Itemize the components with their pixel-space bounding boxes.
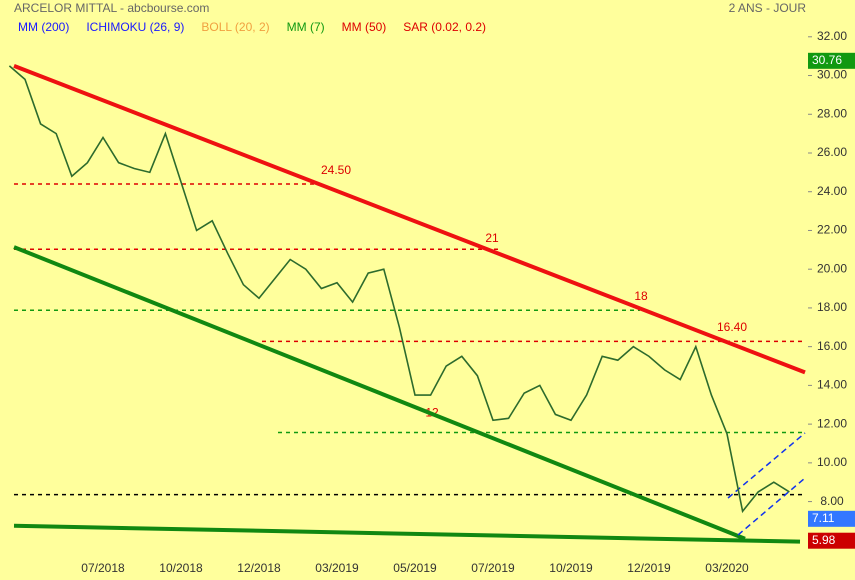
y-tick-label: 26.00: [817, 145, 847, 159]
x-tick-label: 03/2019: [315, 561, 359, 575]
price-marker: [808, 52, 855, 69]
level-label: 24.50: [321, 163, 351, 177]
price-marker: [808, 510, 855, 527]
price-marker-label: 7.11: [812, 511, 835, 525]
y-tick-label: 22.00: [817, 223, 847, 237]
y-tick-label: 12.00: [817, 416, 847, 430]
legend-item: SAR (0.02, 0.2): [403, 20, 486, 34]
x-tick-label: 05/2019: [393, 561, 437, 575]
price-marker-label: 30.76: [812, 53, 842, 67]
y-tick-label: 8.00: [820, 494, 844, 508]
price-line: [8, 65, 790, 514]
y-tick-label: 14.00: [817, 378, 847, 392]
y-tick-label: 16.00: [817, 339, 847, 353]
channel-line: [737, 477, 806, 536]
legend-item: MM (50): [342, 20, 387, 34]
y-tick-label: 32.00: [817, 29, 847, 43]
x-tick-label: 12/2018: [237, 561, 281, 575]
y-tick-label: 24.00: [817, 184, 847, 198]
y-tick-label: 20.00: [817, 261, 847, 275]
level-label: 21: [485, 231, 499, 245]
price-marker-label: 5.98: [812, 533, 836, 547]
trend-line: [13, 523, 801, 544]
y-tick-label: 28.00: [817, 106, 847, 120]
y-tick-label: 30.00: [817, 68, 847, 82]
x-tick-label: 10/2018: [159, 561, 203, 575]
price-marker: [808, 532, 855, 549]
y-tick-label: 18.00: [817, 300, 847, 314]
legend-item: MM (7): [287, 20, 325, 34]
y-tick-label: 10.00: [817, 455, 847, 469]
x-tick-label: 03/2020: [705, 561, 749, 575]
level-label: 18: [634, 289, 648, 303]
chart-title: ARCELOR MITTAL - abcbourse.com: [14, 1, 209, 15]
period-label: 2 ANS - JOUR: [729, 1, 807, 15]
legend-item: BOLL (20, 2): [201, 20, 269, 34]
x-tick-label: 07/2018: [81, 561, 125, 575]
channel-line: [727, 432, 806, 499]
x-tick-label: 12/2019: [627, 561, 671, 575]
level-label: 16.40: [717, 320, 747, 334]
legend-item: MM (200): [18, 20, 69, 34]
trend-line: [13, 245, 746, 541]
trend-line: [13, 63, 806, 375]
legend-item: ICHIMOKU (26, 9): [86, 20, 184, 34]
x-tick-label: 07/2019: [471, 561, 515, 575]
x-tick-label: 10/2019: [549, 561, 593, 575]
